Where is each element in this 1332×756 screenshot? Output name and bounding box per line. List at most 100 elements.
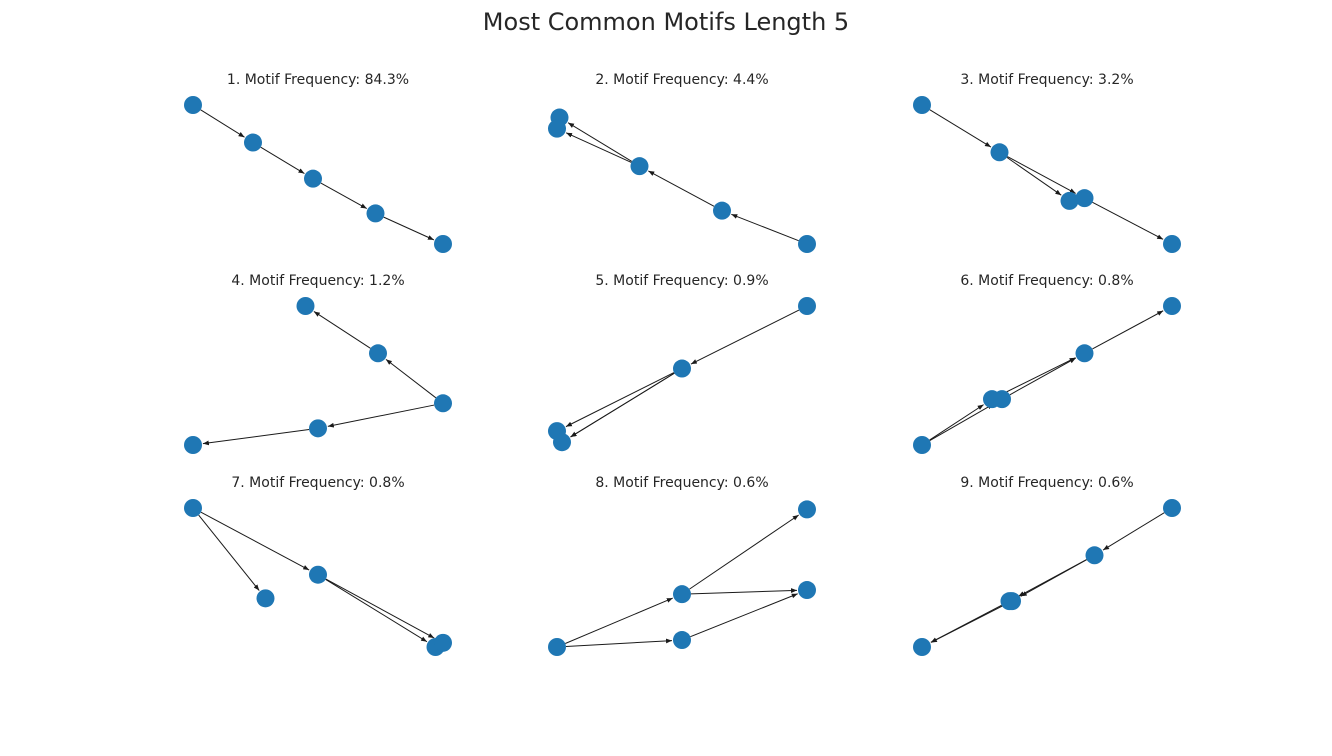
panel-title: 5. Motif Frequency: 0.9% — [595, 273, 769, 289]
panel-title: 8. Motif Frequency: 0.6% — [595, 475, 769, 491]
panel-title: 4. Motif Frequency: 1.2% — [231, 273, 405, 289]
motif-edge — [1092, 201, 1164, 240]
motif-panel: 9. Motif Frequency: 0.6% — [907, 475, 1187, 675]
motif-node — [1163, 297, 1181, 315]
panel-title: 7. Motif Frequency: 0.8% — [231, 475, 405, 491]
motif-edge — [385, 358, 437, 399]
motif-node — [1085, 546, 1104, 565]
motif-edge — [383, 216, 435, 241]
motif-node — [369, 344, 387, 363]
motif-node — [366, 204, 385, 223]
motif-node — [548, 638, 566, 656]
motif-edge — [999, 357, 1076, 396]
motif-node — [256, 589, 275, 608]
motif-edge — [1006, 156, 1062, 196]
motif-node — [1075, 344, 1094, 363]
motif-node — [1075, 189, 1094, 208]
motif-graph — [548, 500, 816, 656]
motif-edge — [325, 578, 435, 639]
motif-edge — [929, 403, 994, 441]
motif-node — [296, 297, 315, 315]
motif-node — [993, 390, 1011, 409]
motif-node — [553, 433, 571, 452]
motif-edge — [930, 604, 1002, 643]
motif-node — [309, 565, 327, 584]
motif-graph — [913, 297, 1181, 454]
motif-edge — [202, 429, 310, 446]
motif-edge — [565, 638, 673, 647]
motif-node — [673, 631, 691, 650]
figure-title: Most Common Motifs Length 5 — [482, 8, 850, 36]
motif-node — [798, 297, 816, 315]
panel-title: 1. Motif Frequency: 84.3% — [226, 72, 410, 88]
motif-node — [630, 157, 649, 176]
panel-title: 6. Motif Frequency: 0.8% — [960, 273, 1134, 289]
motif-graph — [548, 297, 816, 452]
motif-graph — [913, 499, 1181, 656]
motif-node — [1000, 592, 1019, 611]
motif-node — [798, 500, 816, 519]
motif-node — [913, 96, 931, 114]
motif-node — [913, 436, 931, 454]
motif-edge — [690, 593, 798, 638]
motif-node — [309, 419, 327, 438]
motif-edge — [1092, 310, 1164, 350]
motif-node — [1163, 499, 1181, 517]
motif-edge — [200, 109, 245, 138]
motif-node — [434, 235, 452, 253]
motif-edge — [565, 597, 673, 644]
motif-edge — [929, 404, 984, 441]
motif-node — [244, 133, 262, 152]
motif-panel: 2. Motif Frequency: 4.4% — [542, 72, 822, 272]
motif-panel: 4. Motif Frequency: 1.2% — [178, 273, 458, 473]
motif-edge — [570, 372, 675, 438]
motif-node — [673, 359, 691, 378]
motif-node — [673, 585, 691, 604]
motif-edge — [320, 182, 368, 209]
motif-node — [1163, 235, 1181, 253]
motif-edge — [1018, 559, 1087, 597]
motif-graph — [184, 297, 452, 454]
motif-node — [990, 143, 1009, 162]
motif-node — [304, 169, 322, 188]
panel-title: 2. Motif Frequency: 4.4% — [595, 72, 769, 88]
motif-graph — [913, 96, 1181, 253]
motif-panel: 7. Motif Frequency: 0.8% — [178, 475, 458, 675]
motif-graph — [548, 108, 816, 253]
motif-node — [1060, 191, 1079, 210]
motif-edge — [690, 588, 798, 595]
motif-node — [798, 581, 816, 600]
motif-edge — [648, 170, 715, 207]
motif-panel: 1. Motif Frequency: 84.3% — [178, 72, 458, 272]
motif-node — [713, 201, 731, 220]
panel-title: 3. Motif Frequency: 3.2% — [960, 72, 1134, 88]
motif-edge — [325, 579, 428, 643]
motif-edge — [1007, 156, 1076, 194]
motif-edge — [1009, 357, 1077, 396]
motif-edge — [689, 514, 800, 590]
motif-panel: 3. Motif Frequency: 3.2% — [907, 72, 1187, 272]
motif-graph — [184, 96, 452, 253]
motif-edge — [200, 511, 310, 571]
motif-node — [184, 436, 202, 454]
motif-node — [434, 394, 452, 413]
motif-graph — [184, 499, 452, 656]
motif-edge — [567, 122, 633, 162]
motif-edge — [929, 109, 992, 148]
motif-edge — [327, 404, 435, 428]
motif-edge — [565, 132, 632, 163]
motif-panel: 6. Motif Frequency: 0.8% — [907, 273, 1187, 473]
motif-node — [548, 119, 566, 138]
motif-panel: 5. Motif Frequency: 0.9% — [542, 273, 822, 473]
motif-edge — [1102, 512, 1165, 551]
motif-edge — [198, 514, 260, 591]
motif-panel: 8. Motif Frequency: 0.6% — [542, 475, 822, 675]
motif-node — [913, 638, 931, 656]
motif-node — [798, 235, 816, 253]
motif-node — [184, 499, 202, 517]
motif-edge — [690, 309, 800, 365]
motif-node — [184, 96, 202, 114]
motif-edge — [260, 146, 305, 174]
panel-title: 9. Motif Frequency: 0.6% — [960, 475, 1134, 491]
